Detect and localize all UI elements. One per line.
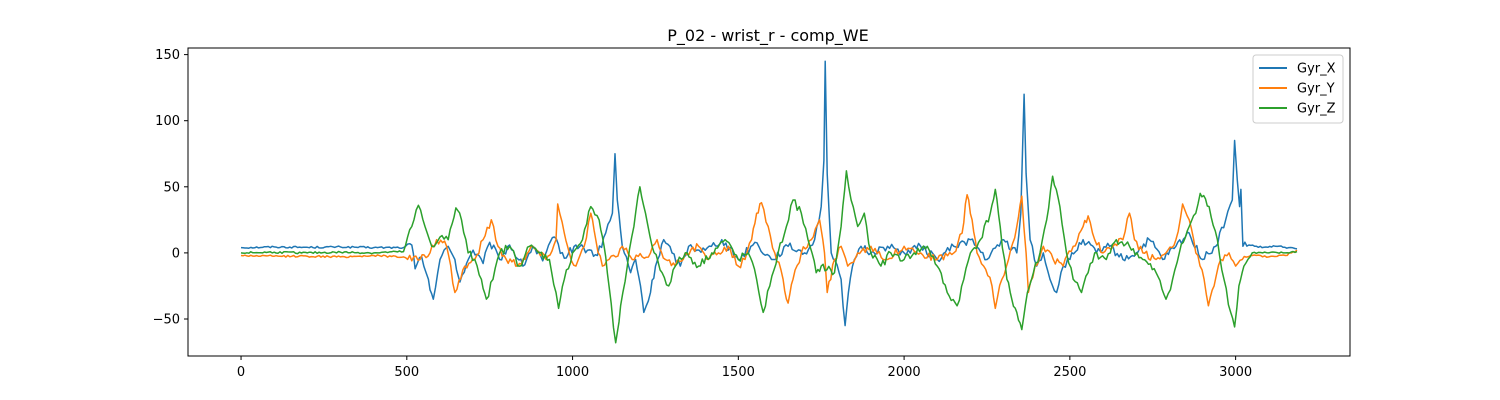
legend-label: Gyr_Y (1297, 82, 1335, 97)
y-tick-label: 150 (155, 48, 180, 63)
y-axis: −50 0 50 100 150 (153, 48, 188, 327)
x-tick-label: 0 (237, 365, 245, 380)
series-line-gyr-z (240, 170, 1298, 344)
x-tick-label: 1500 (722, 365, 755, 380)
x-tick-label: 500 (394, 365, 419, 380)
x-tick-label: 3000 (1219, 365, 1252, 380)
x-tick-label: 1000 (556, 365, 589, 380)
y-tick-label: 50 (163, 180, 180, 195)
x-tick-label: 2500 (1053, 365, 1086, 380)
chart-title: P_02 - wrist_r - comp_WE (667, 26, 868, 46)
legend-label: Gyr_X (1297, 62, 1336, 77)
plot-area-frame (187, 47, 1351, 357)
x-axis: 0 500 1000 1500 2000 2500 3000 (237, 356, 1252, 380)
series-group (240, 60, 1298, 344)
legend: Gyr_X Gyr_Y Gyr_Z (1252, 54, 1344, 124)
y-tick-label: 100 (155, 114, 180, 129)
legend-label: Gyr_Z (1297, 102, 1336, 117)
legend-box (1252, 54, 1344, 124)
y-tick-label: 0 (172, 246, 180, 261)
y-tick-label: −50 (153, 312, 180, 327)
x-tick-label: 2000 (888, 365, 921, 380)
